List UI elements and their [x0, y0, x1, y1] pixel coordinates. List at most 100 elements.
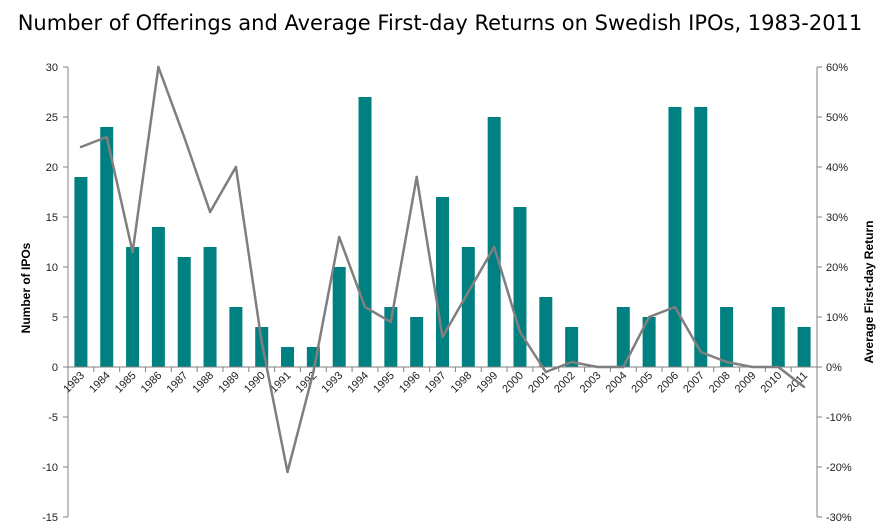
left-tick-label: 5: [52, 312, 58, 324]
x-tick-label: 2006: [655, 370, 681, 396]
right-tick-label: 0%: [826, 362, 842, 374]
return-point-1996: [415, 175, 418, 179]
x-tick-label: 1994: [345, 370, 371, 396]
return-point-2004: [622, 365, 625, 369]
left-tick-labels: -15 -10 -5 0 5 10 15 20 25 30: [42, 62, 58, 524]
bar-1986: [151, 227, 165, 367]
x-tick-label: 2005: [629, 370, 655, 396]
axes: [63, 66, 822, 518]
return-point-1995: [389, 320, 393, 324]
chart-title: Number of Offerings and Average First-da…: [18, 11, 863, 35]
bar-1993: [332, 267, 346, 367]
x-tick-label: 2004: [604, 370, 630, 396]
bar-1996: [410, 317, 424, 367]
left-tick-label: -10: [42, 462, 58, 474]
right-tick-label: -20%: [826, 462, 852, 474]
left-tick-label: 10: [46, 262, 58, 274]
bar-1999: [487, 117, 501, 367]
x-tick-label: 2009: [733, 370, 759, 396]
left-tick-label: 20: [46, 162, 58, 174]
bar-1984: [100, 127, 114, 367]
bar-1994: [358, 97, 372, 367]
x-tick-label: 1983: [61, 370, 87, 396]
return-point-1989: [234, 165, 238, 169]
bar-1995: [384, 307, 398, 367]
return-point-1987: [183, 135, 186, 139]
return-point-2005: [647, 315, 651, 319]
return-point-1992: [312, 370, 315, 374]
x-tick-labels: 1983 1984 1985 1986 1987 1988 1989 1990 1991 1992…: [61, 370, 810, 396]
right-tick-label: 30%: [826, 212, 848, 224]
x-tick-label: 1995: [371, 370, 397, 396]
return-point-1997: [441, 335, 444, 339]
return-point-2003: [596, 365, 599, 369]
bar-1987: [177, 257, 191, 367]
x-tick-label: 2000: [500, 370, 526, 396]
bar-1988: [203, 247, 217, 367]
left-tick-label: 25: [46, 112, 58, 124]
x-tick-label: 2010: [759, 370, 785, 396]
bar-1998: [461, 247, 475, 367]
x-tick-label: 1984: [87, 370, 113, 396]
bar-2000: [513, 207, 527, 367]
x-tick-label: 1998: [449, 370, 475, 396]
left-tick-label: -15: [42, 512, 58, 524]
bar-1983: [74, 177, 88, 367]
return-point-1993: [337, 235, 341, 239]
return-point-2010: [777, 365, 780, 369]
bar-2006: [668, 107, 682, 367]
right-tick-label: 20%: [826, 262, 848, 274]
bar-1985: [126, 247, 140, 367]
x-tick-label: 1990: [242, 370, 268, 396]
return-point-2002: [570, 360, 573, 364]
bar-2011: [797, 327, 811, 367]
return-point-1986: [157, 65, 160, 69]
right-tick-label: 50%: [826, 112, 848, 124]
return-line: [79, 65, 806, 474]
x-tick-label: 1993: [320, 370, 346, 396]
x-tick-label: 1999: [474, 370, 500, 396]
bar-2005: [642, 317, 656, 367]
return-point-2007: [699, 350, 702, 354]
left-tick-label: 0: [52, 362, 58, 374]
return-point-1994: [363, 305, 367, 309]
x-tick-label: 2001: [526, 370, 552, 396]
y-axis-title-right: Average First-day Return: [862, 221, 876, 364]
return-point-1990: [260, 340, 263, 344]
x-tick-label: 2008: [707, 370, 733, 396]
left-tick-label: 15: [46, 212, 58, 224]
return-point-1983: [79, 145, 83, 149]
return-point-2009: [751, 365, 754, 369]
bar-1997: [436, 197, 449, 367]
return-point-2006: [673, 305, 677, 309]
bar-2004: [616, 307, 630, 367]
return-point-1985: [131, 250, 134, 254]
right-tick-label: -30%: [826, 512, 852, 524]
x-tick-label: 1987: [165, 370, 191, 396]
bar-1991: [281, 347, 295, 367]
right-tick-label: 60%: [826, 62, 848, 74]
return-point-2000: [518, 330, 522, 334]
x-tick-label: 1988: [190, 370, 216, 396]
return-point-1991: [286, 470, 289, 474]
right-tick-label: -10%: [826, 412, 852, 424]
right-tick-labels: -30% -20% -10% 0% 10% 20% 30% 40% 50% 60%: [826, 62, 852, 524]
x-tick-label: 1997: [423, 370, 449, 396]
return-point-1998: [467, 290, 470, 294]
bar-2001: [539, 297, 553, 367]
return-point-1984: [105, 135, 108, 139]
x-tick-label: 2003: [578, 370, 604, 396]
right-tick-label: 40%: [826, 162, 848, 174]
left-tick-label: -5: [48, 412, 58, 424]
x-tick-label: 2002: [552, 370, 578, 396]
bar-1989: [229, 307, 243, 367]
y-axis-title-left: Number of IPOs: [19, 242, 33, 333]
return-point-1999: [492, 245, 496, 249]
right-tick-label: 10%: [826, 312, 848, 324]
return-point-2011: [802, 385, 806, 389]
x-tick-label: 1996: [397, 370, 423, 396]
left-tick-label: 30: [46, 62, 58, 74]
bar-2002: [565, 327, 579, 367]
bar-2008: [720, 307, 734, 367]
